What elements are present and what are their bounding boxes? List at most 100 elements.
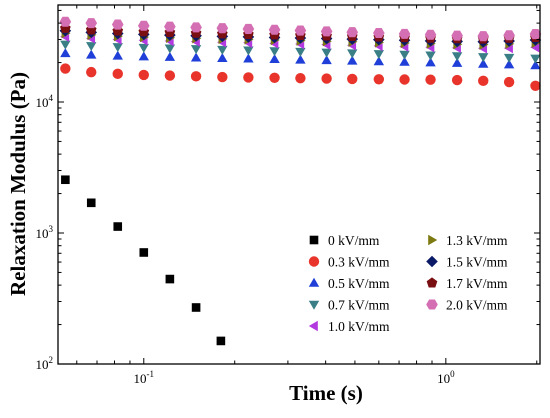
data-point (346, 27, 359, 38)
data-point (190, 71, 202, 82)
data-point (451, 57, 463, 67)
data-point (217, 45, 228, 55)
series-4 (60, 40, 541, 64)
data-point (113, 222, 123, 231)
data-point (373, 50, 385, 60)
legend-marker (309, 235, 319, 245)
data-point (347, 73, 358, 85)
data-point (373, 74, 385, 85)
data-point (60, 63, 71, 74)
legend-entry: 1.3 kV/mm (428, 233, 508, 248)
data-point (85, 18, 98, 29)
data-point (269, 47, 280, 57)
data-point (61, 175, 70, 185)
legend-label: 0.5 kV/mm (328, 276, 390, 291)
data-point (190, 45, 202, 55)
data-point (86, 42, 97, 52)
data-point (86, 66, 97, 78)
legend-label: 0 kV/mm (328, 233, 380, 248)
data-point (478, 53, 489, 63)
plot-frame (57, 4, 541, 365)
legend-label: 0.3 kV/mm (328, 255, 390, 270)
data-point (268, 24, 281, 35)
x-axis-title: Time (s) (289, 381, 363, 405)
y-tick-label: 103 (36, 224, 54, 241)
legend-label: 0.7 kV/mm (328, 298, 390, 313)
data-point (190, 22, 202, 33)
legend-marker (428, 234, 438, 246)
data-point (503, 59, 515, 69)
data-point (295, 72, 306, 84)
data-point (269, 54, 280, 64)
data-point (112, 50, 123, 60)
data-point (530, 54, 541, 64)
data-point (164, 70, 176, 81)
data-point (111, 19, 124, 30)
legend-marker (308, 277, 320, 287)
data-point (138, 69, 149, 81)
data-point (478, 58, 489, 68)
y-tick-label: 102 (36, 355, 54, 372)
legend-entry: 0 kV/mm (309, 233, 380, 248)
legend-marker (308, 320, 318, 332)
data-point (216, 336, 226, 346)
legend-entry: 0.7 kV/mm (308, 298, 390, 313)
data-point (139, 248, 149, 257)
y-axis-title: Relaxation Modulus (Pa) (6, 72, 30, 296)
data-point (59, 16, 72, 27)
data-point (425, 51, 436, 61)
data-point (217, 71, 228, 83)
data-point (243, 72, 254, 83)
data-point (529, 29, 542, 40)
data-point (164, 44, 176, 54)
data-point (112, 68, 123, 80)
data-point (399, 50, 410, 60)
series-3 (60, 48, 541, 70)
data-point (295, 47, 306, 57)
data-point (530, 60, 541, 70)
series-9 (59, 16, 542, 42)
data-point (112, 43, 123, 53)
data-point (242, 23, 255, 34)
series-2 (60, 63, 541, 91)
legend-label: 1.7 kV/mm (446, 276, 508, 291)
data-marks-layer (59, 16, 542, 346)
x-tick-label: 10-1 (134, 369, 155, 386)
data-point (60, 48, 71, 58)
data-point (138, 43, 149, 53)
data-point (165, 274, 175, 284)
axis-ticks-layer: 10-1 100 102 103 104 (36, 5, 540, 386)
data-point (398, 28, 411, 39)
series-1 (61, 175, 226, 346)
data-point (320, 26, 333, 37)
data-point (60, 40, 71, 50)
data-point (424, 29, 437, 40)
data-point (295, 54, 306, 64)
data-point (191, 303, 201, 312)
data-point (477, 31, 490, 42)
legend-entry: 0.3 kV/mm (308, 255, 390, 270)
data-point (216, 23, 229, 34)
data-point (243, 46, 254, 56)
data-point (399, 56, 410, 66)
x-tick-label: 100 (437, 369, 455, 386)
legend-entry: 1.5 kV/mm (426, 255, 508, 270)
data-point (347, 49, 358, 59)
legend-marker (308, 300, 320, 310)
legend-label: 1.3 kV/mm (446, 233, 508, 248)
legend-label: 2.0 kV/mm (446, 298, 508, 313)
legend-marker (308, 256, 320, 267)
data-point (399, 74, 410, 85)
legend-marker (426, 277, 438, 288)
legend-label: 1.5 kV/mm (446, 255, 508, 270)
data-point (321, 48, 332, 58)
legend-entry: 1.7 kV/mm (426, 276, 508, 291)
data-point (425, 57, 436, 67)
data-point (321, 73, 332, 84)
data-point (503, 53, 515, 63)
data-point (503, 76, 515, 88)
data-point (190, 52, 202, 62)
data-point (294, 25, 307, 36)
data-point (164, 51, 176, 61)
